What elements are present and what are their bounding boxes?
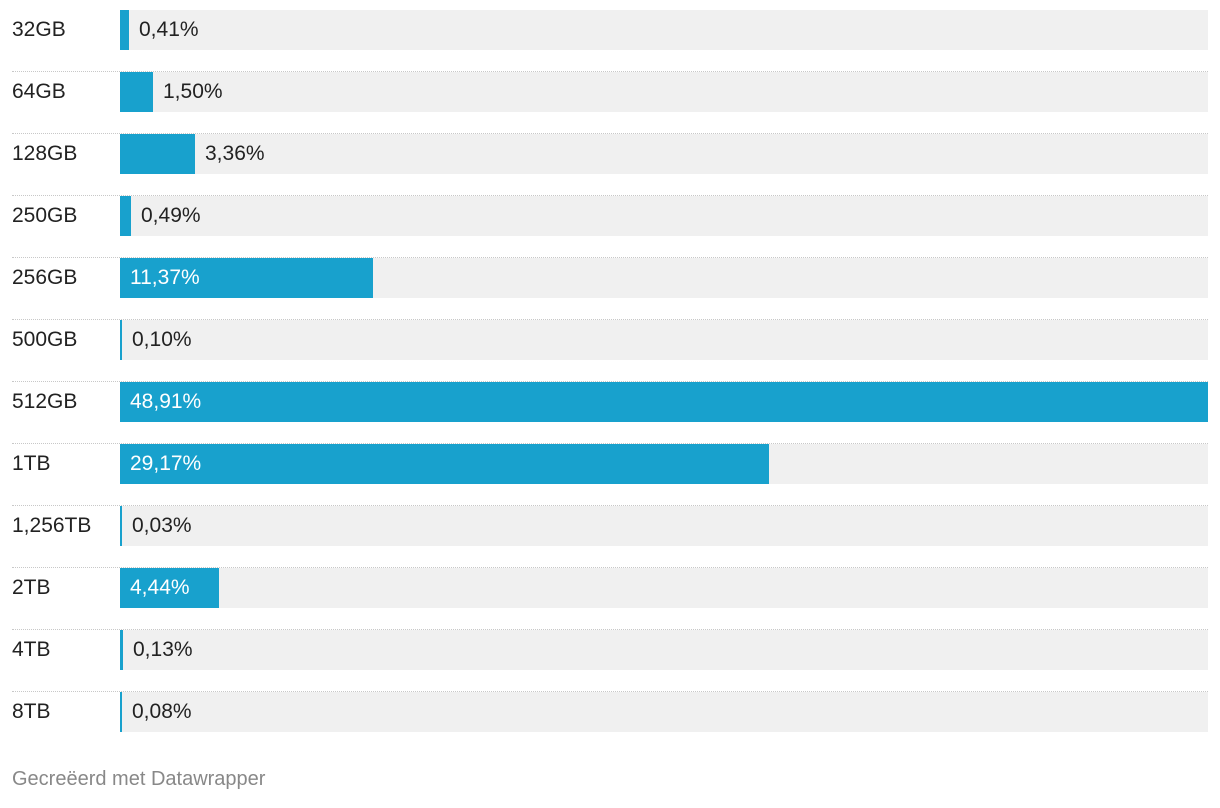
value-label: 0,03%	[132, 514, 192, 537]
bar-track: 48,91%	[120, 382, 1208, 422]
bar-track: 0,10%	[120, 320, 1208, 360]
bar-chart: 32GB 0,41% 64GB 1,50% 128GB 3,36% 250GB 0,49% 25…	[0, 10, 1220, 754]
category-label: 1TB	[12, 452, 51, 475]
row-separator	[12, 691, 1208, 692]
bar-row: 32GB 0,41%	[0, 10, 1220, 72]
bar	[120, 134, 195, 174]
category-label: 8TB	[12, 700, 51, 723]
row-separator	[12, 319, 1208, 320]
value-label: 1,50%	[163, 80, 223, 103]
bar-track: 0,49%	[120, 196, 1208, 236]
bar-row: 1,256TB 0,03%	[0, 506, 1220, 568]
value-label: 4,44%	[130, 576, 190, 599]
bar-track: 0,03%	[120, 506, 1208, 546]
bar-row: 500GB 0,10%	[0, 320, 1220, 382]
category-label: 1,256TB	[12, 514, 92, 537]
category-label: 500GB	[12, 328, 78, 351]
bar-track: 4,44%	[120, 568, 1208, 608]
bar-row: 1TB 29,17%	[0, 444, 1220, 506]
value-label: 11,37%	[130, 266, 200, 289]
bar-track: 0,13%	[120, 630, 1208, 670]
value-label: 0,41%	[139, 18, 199, 41]
bar	[120, 382, 1208, 422]
bar-row: 2TB 4,44%	[0, 568, 1220, 630]
category-label: 128GB	[12, 142, 78, 165]
row-separator	[12, 133, 1208, 134]
value-label: 0,13%	[133, 638, 193, 661]
category-label: 2TB	[12, 576, 51, 599]
category-label: 250GB	[12, 204, 78, 227]
bar-row: 128GB 3,36%	[0, 134, 1220, 196]
value-label: 0,08%	[132, 700, 192, 723]
bar	[120, 258, 373, 298]
category-label: 64GB	[12, 80, 66, 103]
bar-row: 512GB 48,91%	[0, 382, 1220, 444]
bar	[120, 630, 123, 670]
bar-row: 256GB 11,37%	[0, 258, 1220, 320]
category-label: 4TB	[12, 638, 51, 661]
category-label: 512GB	[12, 390, 78, 413]
value-label: 0,10%	[132, 328, 192, 351]
bar	[120, 72, 153, 112]
row-separator	[12, 443, 1208, 444]
bar	[120, 568, 219, 608]
value-label: 0,49%	[141, 204, 201, 227]
bar-row: 8TB 0,08%	[0, 692, 1220, 754]
category-label: 256GB	[12, 266, 78, 289]
row-separator	[12, 381, 1208, 382]
row-separator	[12, 505, 1208, 506]
row-separator	[12, 567, 1208, 568]
credit-footer: Gecreëerd met Datawrapper	[12, 768, 266, 790]
bar	[120, 320, 122, 360]
bar	[120, 444, 769, 484]
bar-row: 250GB 0,49%	[0, 196, 1220, 258]
row-separator	[12, 71, 1208, 72]
row-separator	[12, 257, 1208, 258]
row-separator	[12, 195, 1208, 196]
bar-track: 29,17%	[120, 444, 1208, 484]
category-label: 32GB	[12, 18, 66, 41]
value-label: 29,17%	[130, 452, 202, 475]
bar	[120, 10, 129, 50]
bar	[120, 196, 131, 236]
bar-track: 0,08%	[120, 692, 1208, 732]
bar	[120, 692, 122, 732]
bar-track: 1,50%	[120, 72, 1208, 112]
bar	[120, 506, 122, 546]
bar-row: 64GB 1,50%	[0, 72, 1220, 134]
bar-row: 4TB 0,13%	[0, 630, 1220, 692]
value-label: 48,91%	[130, 390, 202, 413]
bar-track: 3,36%	[120, 134, 1208, 174]
value-label: 3,36%	[205, 142, 265, 165]
bar-track: 0,41%	[120, 10, 1208, 50]
bar-track: 11,37%	[120, 258, 1208, 298]
row-separator	[12, 629, 1208, 630]
